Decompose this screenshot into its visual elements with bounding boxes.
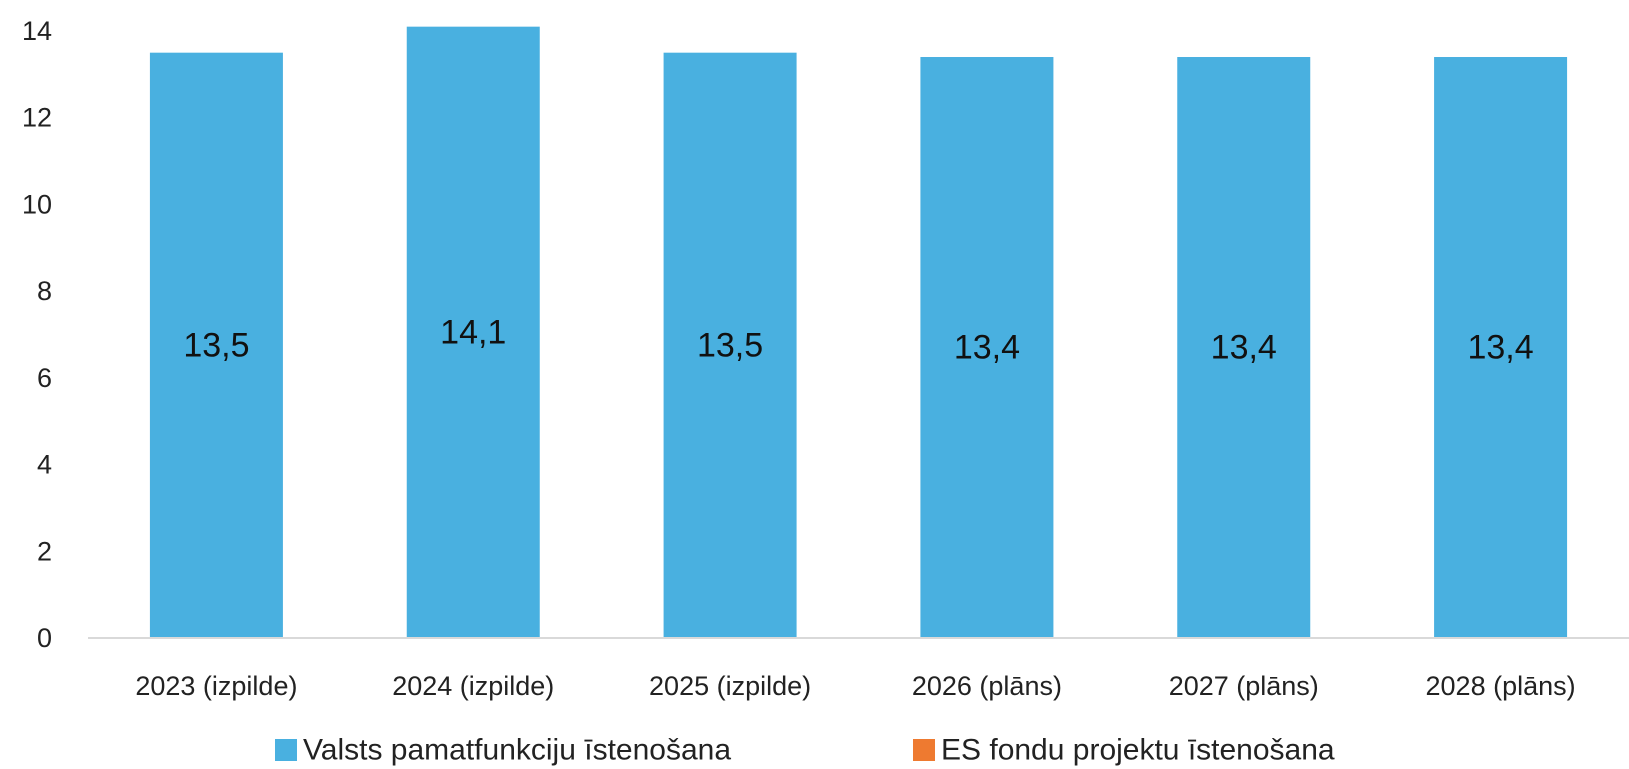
legend-swatch bbox=[275, 739, 297, 761]
x-tick-label: 2026 (plāns) bbox=[912, 671, 1062, 701]
y-axis: 0 2 4 6 8 10 12 14 bbox=[22, 16, 52, 653]
x-tick-label: 2023 (izpilde) bbox=[135, 671, 297, 701]
bar-value-label: 13,5 bbox=[697, 326, 763, 364]
bar bbox=[663, 52, 797, 638]
bar bbox=[1434, 57, 1568, 639]
bar bbox=[406, 26, 540, 638]
bar bbox=[149, 52, 283, 638]
bar bbox=[920, 57, 1054, 639]
y-tick-label: 0 bbox=[37, 623, 52, 653]
x-tick-label: 2025 (izpilde) bbox=[649, 671, 811, 701]
x-axis: 2023 (izpilde) 2024 (izpilde) 2025 (izpild… bbox=[135, 671, 1575, 701]
y-tick-label: 4 bbox=[37, 450, 52, 480]
bars bbox=[149, 26, 1568, 639]
legend-swatch bbox=[913, 739, 935, 761]
bar-value-label: 14,1 bbox=[440, 313, 506, 351]
x-tick-label: 2027 (plāns) bbox=[1169, 671, 1319, 701]
y-tick-label: 6 bbox=[37, 363, 52, 393]
legend-label: ES fondu projektu īstenošana bbox=[941, 734, 1335, 767]
y-tick-label: 14 bbox=[22, 16, 52, 46]
y-tick-label: 10 bbox=[22, 189, 52, 219]
bar bbox=[1177, 57, 1311, 639]
data-labels: 13,5 14,1 13,5 13,4 13,4 13,4 bbox=[183, 313, 1533, 366]
x-tick-label: 2028 (plāns) bbox=[1426, 671, 1576, 701]
bar-value-label: 13,5 bbox=[183, 326, 249, 364]
legend-label: Valsts pamatfunkciju īstenošana bbox=[303, 734, 731, 767]
y-tick-label: 2 bbox=[37, 536, 52, 566]
legend: Valsts pamatfunkciju īstenošana ES fondu … bbox=[275, 734, 1335, 767]
bar-value-label: 13,4 bbox=[1467, 329, 1533, 367]
x-tick-label: 2024 (izpilde) bbox=[392, 671, 554, 701]
y-tick-label: 8 bbox=[37, 276, 52, 306]
bar-value-label: 13,4 bbox=[954, 329, 1020, 367]
bar-value-label: 13,4 bbox=[1211, 329, 1277, 367]
y-tick-label: 12 bbox=[22, 103, 52, 133]
